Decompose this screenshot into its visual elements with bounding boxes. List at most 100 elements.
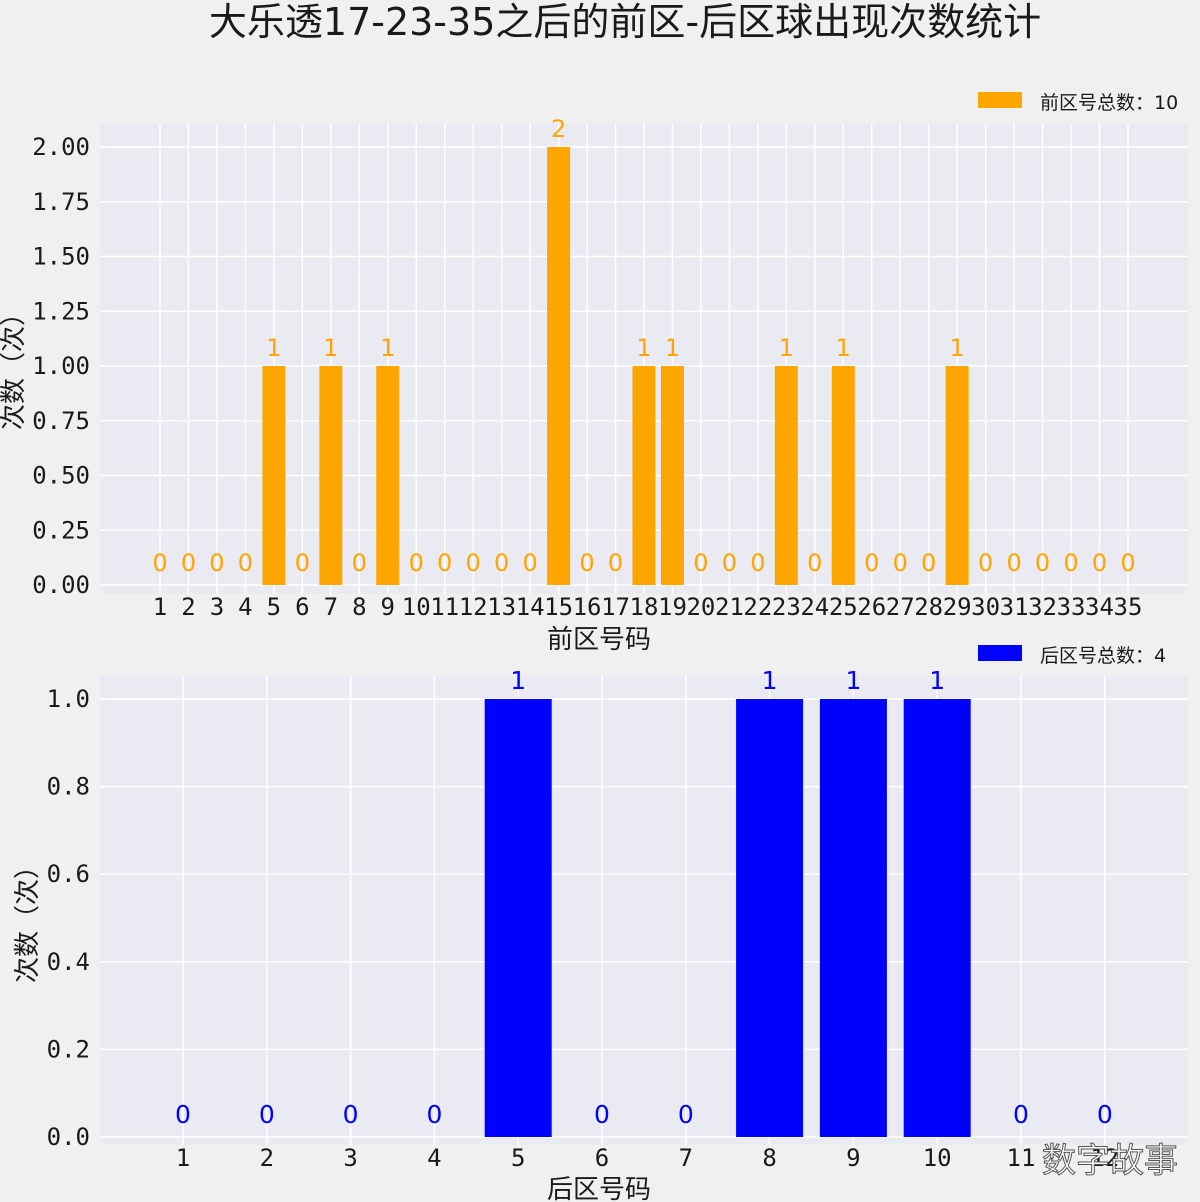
bar-value-label: 1 (636, 334, 651, 362)
bar-value-label: 0 (522, 549, 537, 577)
bar-value-label: 0 (238, 549, 253, 577)
x-tick-label: 11 (430, 593, 459, 621)
x-tick-label: 9 (846, 1144, 860, 1172)
x-tick-label: 5 (267, 593, 281, 621)
bar-value-label: 0 (693, 549, 708, 577)
legend-label: 前区号总数：10 (1040, 92, 1178, 114)
bar (547, 147, 571, 585)
bar (831, 366, 855, 585)
plot-area (100, 676, 1188, 1145)
x-axis-label: 后区号码 (547, 1175, 651, 1202)
x-axis-label: 前区号码 (547, 625, 651, 655)
bar-value-label: 0 (1092, 549, 1107, 577)
bar-value-label: 1 (380, 334, 395, 362)
x-tick-label: 31 (1000, 593, 1029, 621)
x-tick-label: 25 (829, 593, 858, 621)
y-tick-label: 0.25 (32, 516, 90, 544)
x-tick-label: 10 (923, 1144, 952, 1172)
bar (736, 699, 804, 1137)
bar-value-label: 0 (1006, 549, 1021, 577)
y-tick-label: 1.00 (32, 352, 90, 380)
bar (903, 699, 971, 1137)
bar (319, 366, 343, 585)
bar-value-label: 0 (343, 1100, 359, 1129)
bar-value-label: 1 (665, 334, 680, 362)
y-tick-label: 0.75 (32, 407, 90, 435)
x-tick-label: 20 (686, 593, 715, 621)
x-tick-label: 3 (210, 593, 224, 621)
bar-value-label: 0 (579, 549, 594, 577)
x-tick-label: 11 (1007, 1144, 1036, 1172)
x-tick-label: 1 (153, 593, 167, 621)
x-tick-label: 24 (800, 593, 829, 621)
bar (774, 366, 798, 585)
x-tick-label: 12 (1090, 1144, 1119, 1172)
bar (262, 366, 286, 585)
y-axis-label: 次数（次） (0, 300, 29, 430)
x-tick-label: 19 (658, 593, 687, 621)
back-zone-chart: 0.00.20.40.60.81.00102030415060718191100… (13, 645, 1188, 1202)
bar-value-label: 0 (678, 1100, 694, 1129)
x-tick-label: 12 (459, 593, 488, 621)
bar-value-label: 0 (152, 549, 167, 577)
y-tick-label: 0.00 (32, 571, 90, 599)
bar-value-label: 0 (594, 1100, 610, 1129)
y-tick-label: 0.4 (47, 948, 90, 976)
x-tick-label: 5 (511, 1144, 525, 1172)
y-tick-label: 1.0 (47, 685, 90, 713)
y-tick-label: 0.6 (47, 860, 90, 888)
x-tick-label: 14 (516, 593, 545, 621)
bar-value-label: 1 (762, 666, 778, 695)
bar-value-label: 1 (845, 666, 861, 695)
x-tick-label: 10 (402, 593, 431, 621)
y-tick-label: 0.2 (47, 1035, 90, 1063)
legend-swatch (978, 92, 1022, 108)
bar-value-label: 0 (921, 549, 936, 577)
bar (660, 366, 684, 585)
bar-value-label: 0 (1013, 1100, 1029, 1129)
bar-value-label: 0 (1120, 549, 1135, 577)
watermark: 数字故事 (1042, 1141, 1178, 1181)
chart-title: 大乐透17-23-35之后的前区-后区球出现次数统计 (209, 0, 1041, 44)
x-tick-label: 15 (544, 593, 573, 621)
bar-value-label: 0 (1097, 1100, 1113, 1129)
bar-value-label: 0 (608, 549, 623, 577)
x-tick-label: 2 (260, 1144, 274, 1172)
bar (376, 366, 400, 585)
y-tick-label: 0.0 (47, 1123, 90, 1151)
bar-value-label: 1 (779, 334, 794, 362)
bar-value-label: 0 (437, 549, 452, 577)
bar-value-label: 0 (722, 549, 737, 577)
x-tick-label: 29 (943, 593, 972, 621)
x-tick-label: 32 (1028, 593, 1057, 621)
y-tick-label: 1.25 (32, 297, 90, 325)
x-tick-label: 9 (381, 593, 395, 621)
x-tick-label: 13 (487, 593, 516, 621)
bar-value-label: 0 (864, 549, 879, 577)
bar-value-label: 2 (551, 115, 566, 143)
x-tick-label: 35 (1114, 593, 1143, 621)
x-tick-label: 2 (181, 593, 195, 621)
x-tick-label: 4 (238, 593, 252, 621)
x-tick-label: 18 (630, 593, 659, 621)
bar-value-label: 1 (510, 666, 526, 695)
bar-value-label: 0 (352, 549, 367, 577)
x-tick-label: 17 (601, 593, 630, 621)
bar (819, 699, 887, 1137)
x-tick-label: 28 (914, 593, 943, 621)
bar-value-label: 1 (836, 334, 851, 362)
y-tick-label: 1.75 (32, 188, 90, 216)
x-tick-label: 22 (743, 593, 772, 621)
x-tick-label: 30 (971, 593, 1000, 621)
bar-value-label: 1 (929, 666, 945, 695)
x-tick-label: 3 (343, 1144, 357, 1172)
x-tick-label: 16 (573, 593, 602, 621)
x-tick-label: 34 (1085, 593, 1114, 621)
bar-value-label: 0 (259, 1100, 275, 1129)
bar-value-label: 0 (893, 549, 908, 577)
y-tick-label: 1.50 (32, 243, 90, 271)
x-tick-label: 4 (427, 1144, 441, 1172)
bar-value-label: 0 (1063, 549, 1078, 577)
bar-value-label: 0 (494, 549, 509, 577)
bar-value-label: 0 (750, 549, 765, 577)
